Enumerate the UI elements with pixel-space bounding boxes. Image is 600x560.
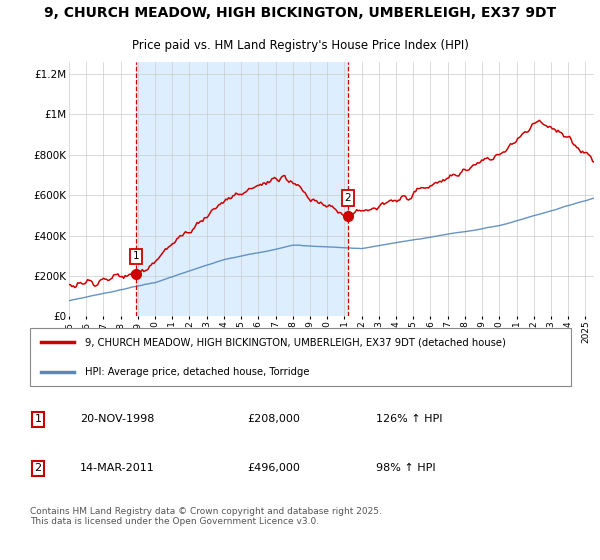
Text: 126% ↑ HPI: 126% ↑ HPI (376, 414, 442, 424)
Text: 20-NOV-1998: 20-NOV-1998 (80, 414, 154, 424)
Text: 14-MAR-2011: 14-MAR-2011 (80, 463, 155, 473)
Text: 98% ↑ HPI: 98% ↑ HPI (376, 463, 435, 473)
Text: 9, CHURCH MEADOW, HIGH BICKINGTON, UMBERLEIGH, EX37 9DT (detached house): 9, CHURCH MEADOW, HIGH BICKINGTON, UMBER… (85, 337, 506, 347)
Text: 9, CHURCH MEADOW, HIGH BICKINGTON, UMBERLEIGH, EX37 9DT: 9, CHURCH MEADOW, HIGH BICKINGTON, UMBER… (44, 6, 556, 20)
Text: 1: 1 (133, 251, 139, 261)
Text: Price paid vs. HM Land Registry's House Price Index (HPI): Price paid vs. HM Land Registry's House … (131, 39, 469, 53)
Text: £496,000: £496,000 (247, 463, 300, 473)
FancyBboxPatch shape (29, 328, 571, 386)
Text: 2: 2 (344, 193, 351, 203)
Text: 1: 1 (34, 414, 41, 424)
Text: Contains HM Land Registry data © Crown copyright and database right 2025.
This d: Contains HM Land Registry data © Crown c… (29, 507, 382, 526)
Bar (136, 62, 348, 316)
Text: £208,000: £208,000 (247, 414, 300, 424)
Text: 2: 2 (34, 463, 41, 473)
Text: HPI: Average price, detached house, Torridge: HPI: Average price, detached house, Torr… (85, 367, 310, 377)
